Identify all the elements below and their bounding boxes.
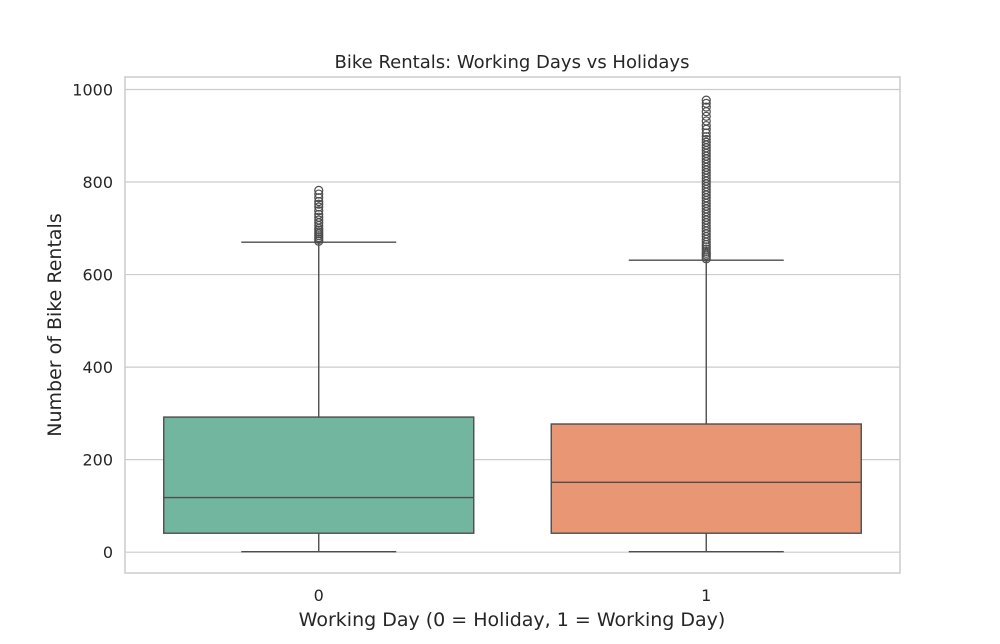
outlier-point — [314, 206, 324, 216]
y-tick-label: 1000 — [72, 80, 113, 99]
box-group-0 — [163, 185, 475, 553]
y-tick-label: 200 — [82, 451, 113, 470]
plot-area — [163, 95, 862, 553]
iqr-box — [550, 423, 862, 534]
outlier-point — [314, 189, 324, 199]
y-tick-label: 0 — [103, 543, 113, 562]
plot-frame — [124, 76, 901, 574]
y-tick-label: 400 — [82, 358, 113, 377]
outlier-point — [701, 102, 711, 112]
outlier-point — [314, 199, 324, 209]
chart-title: Bike Rentals: Working Days vs Holidays — [335, 52, 690, 73]
box-group-1 — [550, 95, 862, 553]
outlier-point — [701, 95, 711, 105]
y-tick-label: 600 — [82, 266, 113, 285]
iqr-box — [163, 416, 475, 534]
outlier-point — [314, 185, 324, 195]
outlier-point — [701, 120, 711, 131]
outlier-point — [314, 215, 324, 225]
outlier-point — [314, 212, 324, 222]
x-tick-label: 1 — [701, 586, 711, 605]
x-axis-label: Working Day (0 = Holiday, 1 = Working Da… — [299, 609, 726, 631]
outlier-point — [701, 246, 711, 257]
outlier-point — [701, 116, 711, 126]
x-tick-label: 0 — [314, 586, 324, 605]
outlier-point — [701, 107, 711, 117]
outlier-point — [314, 202, 324, 212]
y-axis-ticks: 0 200 400 600 800 1000 — [72, 80, 113, 562]
outlier-point — [701, 98, 711, 108]
outlier-point — [701, 244, 711, 254]
y-tick-label: 800 — [82, 173, 113, 192]
y-axis-label: Number of Bike Rentals — [44, 213, 66, 436]
outlier-point — [701, 137, 711, 147]
outlier-point — [701, 111, 711, 121]
outlier-point — [701, 134, 711, 145]
